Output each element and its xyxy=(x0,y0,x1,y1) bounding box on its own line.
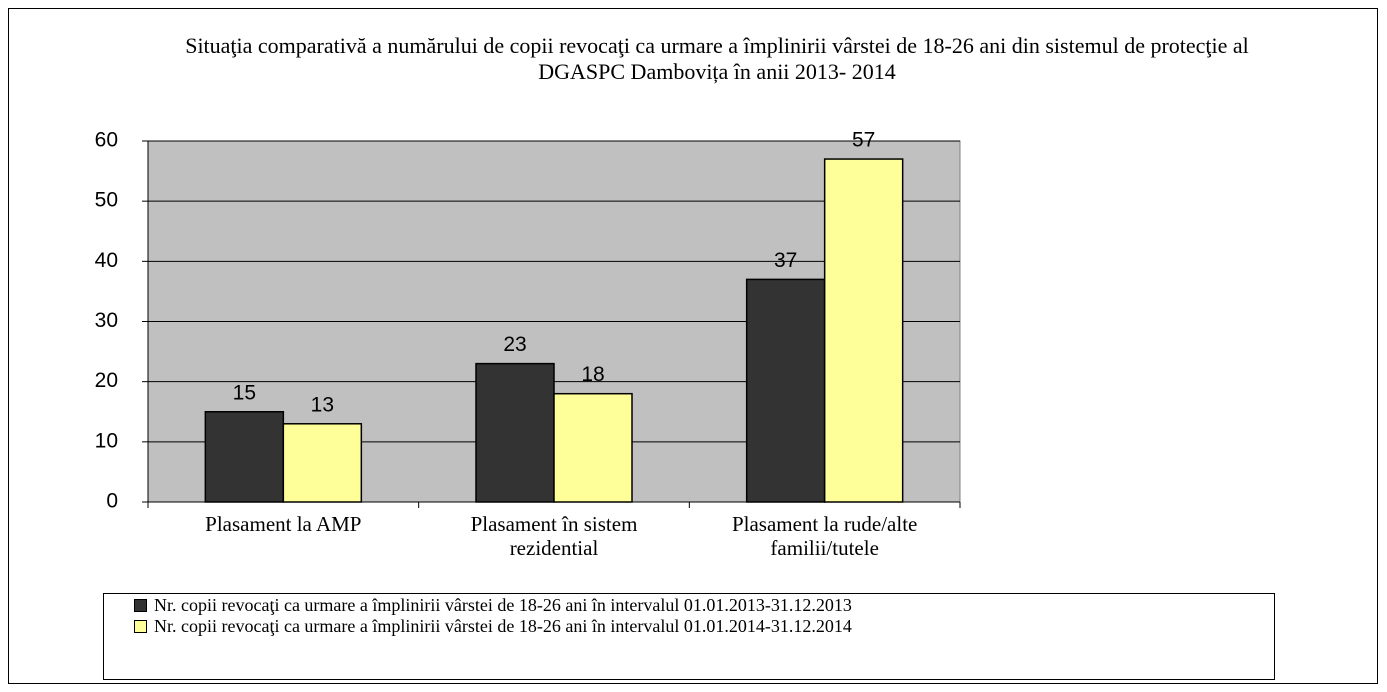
legend-swatch xyxy=(134,599,147,612)
data-label: 37 xyxy=(774,249,797,272)
bar xyxy=(475,362,555,503)
y-tick-label: 50 xyxy=(95,189,118,212)
chart-title: Situaţia comparativă a numărului de copi… xyxy=(185,33,1249,84)
y-tick-label: 60 xyxy=(95,129,118,152)
frame xyxy=(8,8,1378,684)
x-tick-label: Plasament în sistem rezidential xyxy=(470,512,638,560)
y-tick-label: 30 xyxy=(95,309,118,332)
data-label: 23 xyxy=(503,333,526,356)
bar xyxy=(553,392,633,503)
legend-entry: Nr. copii revocaţi ca urmare a împliniri… xyxy=(134,617,1244,636)
legend: Nr. copii revocaţi ca urmare a împliniri… xyxy=(103,593,1275,680)
bar xyxy=(282,423,363,503)
data-label: 57 xyxy=(852,129,875,152)
bar xyxy=(745,278,826,503)
bar xyxy=(823,158,904,503)
y-tick-label: 40 xyxy=(95,249,118,272)
data-label: 18 xyxy=(581,363,604,386)
data-label: 13 xyxy=(311,393,334,416)
data-label: 15 xyxy=(233,381,256,404)
legend-swatch xyxy=(134,620,147,633)
x-tick-label: Plasament la rude/alte familii/tutele xyxy=(731,512,918,560)
bar xyxy=(204,411,285,503)
y-tick-label: 0 xyxy=(106,490,118,513)
legend-entry: Nr. copii revocaţi ca urmare a împliniri… xyxy=(134,596,1244,615)
y-tick-label: 10 xyxy=(95,429,118,452)
y-tick-label: 20 xyxy=(95,369,118,392)
x-tick-label: Plasament la AMP xyxy=(205,512,362,536)
